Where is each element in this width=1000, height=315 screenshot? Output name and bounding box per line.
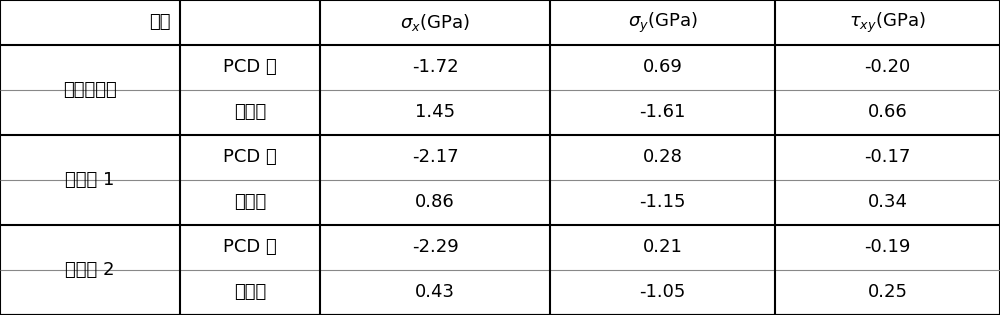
Text: PCD 侧: PCD 侧: [223, 238, 277, 256]
Text: PCD 侧: PCD 侧: [223, 148, 277, 167]
Text: 基体内: 基体内: [234, 284, 266, 301]
Text: -0.17: -0.17: [864, 148, 911, 167]
Text: 0.25: 0.25: [868, 284, 908, 301]
Text: 实施例 1: 实施例 1: [65, 171, 115, 189]
Text: $\tau_{xy}$(GPa): $\tau_{xy}$(GPa): [849, 10, 926, 35]
Text: -2.29: -2.29: [412, 238, 458, 256]
Text: -1.61: -1.61: [639, 104, 686, 122]
Text: 0.34: 0.34: [868, 193, 908, 211]
Text: PCD 侧: PCD 侧: [223, 59, 277, 77]
Text: 0.66: 0.66: [868, 104, 907, 122]
Text: 实施例 2: 实施例 2: [65, 261, 115, 279]
Text: $\sigma_x$(GPa): $\sigma_x$(GPa): [400, 12, 470, 33]
Text: 1.45: 1.45: [415, 104, 455, 122]
Text: 0.43: 0.43: [415, 284, 455, 301]
Text: 0.86: 0.86: [415, 193, 455, 211]
Text: 普通复合片: 普通复合片: [63, 81, 117, 99]
Text: 0.21: 0.21: [643, 238, 682, 256]
Text: 0.28: 0.28: [643, 148, 682, 167]
Text: $\sigma_y$(GPa): $\sigma_y$(GPa): [628, 10, 697, 35]
Text: -0.19: -0.19: [864, 238, 911, 256]
Text: 0.69: 0.69: [643, 59, 682, 77]
Text: -2.17: -2.17: [412, 148, 458, 167]
Text: -0.20: -0.20: [864, 59, 911, 77]
Text: 基体内: 基体内: [234, 104, 266, 122]
Text: -1.05: -1.05: [639, 284, 686, 301]
Text: 应力: 应力: [149, 14, 171, 32]
Text: -1.72: -1.72: [412, 59, 458, 77]
Text: 基体内: 基体内: [234, 193, 266, 211]
Text: -1.15: -1.15: [639, 193, 686, 211]
